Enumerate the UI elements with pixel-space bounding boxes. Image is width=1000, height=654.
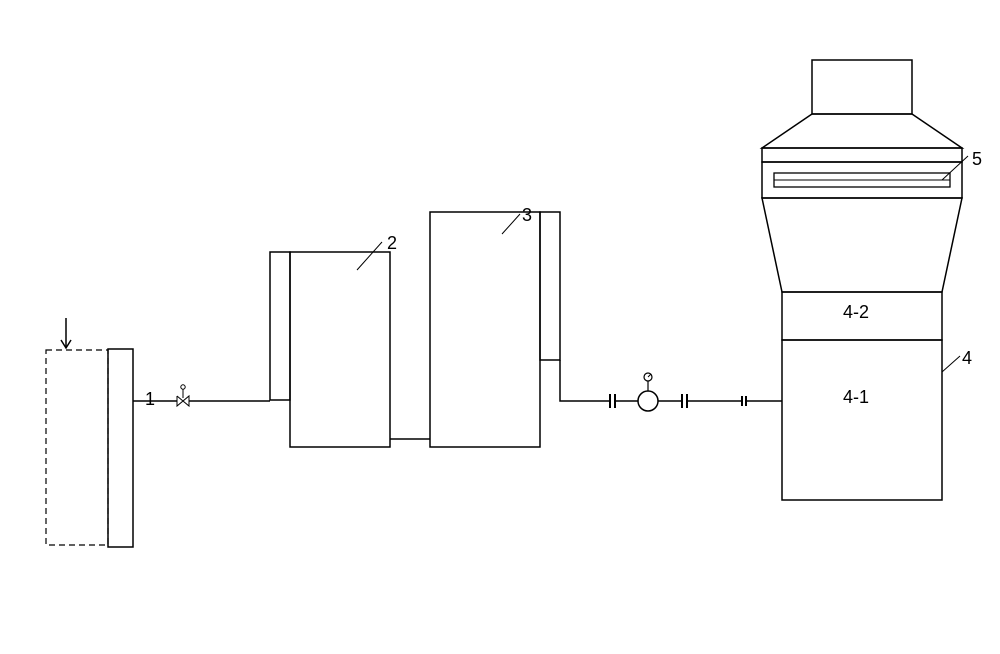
label-3: 3: [522, 205, 532, 225]
flowmeter-icon: [638, 373, 658, 411]
label-4-2: 4-2: [843, 302, 869, 322]
leader-line: [942, 356, 960, 372]
flange-icon: [682, 394, 687, 408]
unit-4-cone-up: [762, 114, 962, 148]
leader-line: [942, 156, 968, 180]
inlet-arrow: [61, 318, 71, 348]
unit-3-outlet: [540, 212, 560, 360]
source-box: [46, 350, 108, 545]
label-4: 4: [962, 348, 972, 368]
leader-line: [357, 242, 382, 270]
unit-4-cone: [762, 198, 962, 292]
valve-icon: [177, 385, 189, 406]
unit-2: [290, 252, 390, 447]
unit-4-band-top: [762, 148, 962, 162]
flange-icon: [742, 396, 746, 406]
leader-line: [502, 214, 520, 234]
unit-2-inlet: [270, 252, 290, 400]
label-5: 5: [972, 149, 982, 169]
process-diagram: 1 2 3 4 4-1 4-2 5: [0, 0, 1000, 654]
label-2: 2: [387, 233, 397, 253]
unit-4-1: [782, 340, 942, 500]
label-1: 1: [145, 389, 155, 409]
pipe: [560, 360, 610, 401]
unit-5-tray: [774, 173, 950, 187]
unit-4-stack: [812, 60, 912, 114]
unit-3: [430, 212, 540, 447]
unit-4: [762, 60, 962, 500]
flange-icon: [610, 394, 615, 408]
label-4-1: 4-1: [843, 387, 869, 407]
unit-1: [108, 349, 133, 547]
